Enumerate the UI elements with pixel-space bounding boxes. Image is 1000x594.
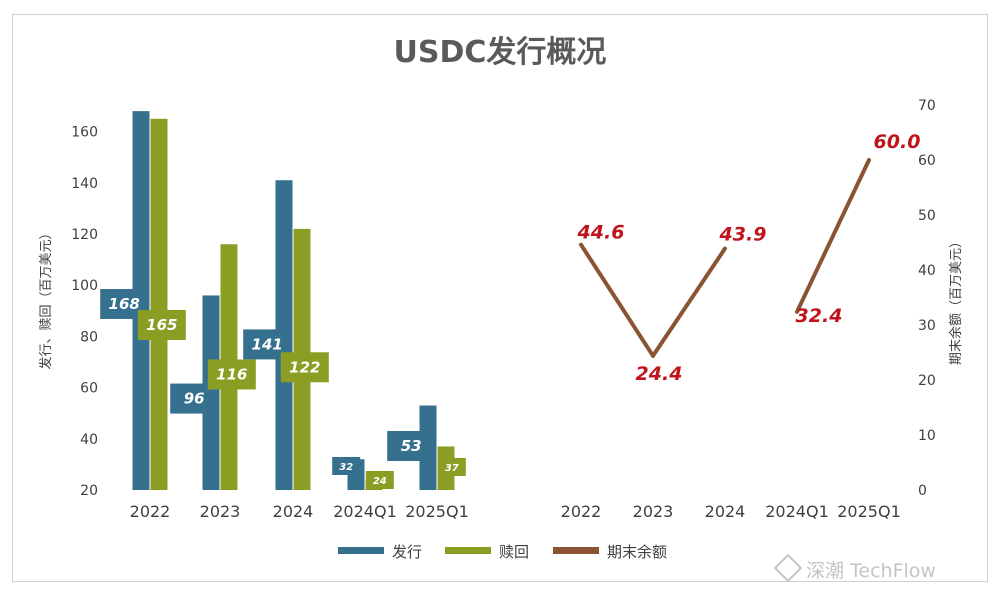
- left-x-tick-label: 2024Q1: [333, 502, 397, 521]
- bar-label-box: [437, 458, 466, 476]
- right-x-tick-label: 2024: [705, 502, 746, 521]
- left-y-tick-label: 120: [71, 227, 98, 243]
- right-y-tick-label: 50: [918, 208, 936, 224]
- line-data-label: 32.4: [796, 305, 843, 327]
- right-y-tick-label: 70: [918, 98, 936, 114]
- watermark: 深潮 TechFlow: [773, 553, 936, 583]
- left-y-tick-label: 40: [80, 432, 98, 448]
- left-x-tick-label: 2025Q1: [405, 502, 469, 521]
- left-x-tick-label: 2022: [130, 502, 171, 521]
- bar-label-box: [207, 359, 256, 390]
- bar-data-label: 165: [146, 316, 177, 334]
- legend-label: 期末余额: [607, 543, 667, 561]
- right-y-tick-label: 40: [918, 263, 936, 279]
- left-y-tick-label: 20: [80, 483, 98, 499]
- bar-label-box: [137, 310, 186, 340]
- legend-swatch-赎回: [445, 547, 491, 554]
- right-x-tick-label: 2023: [633, 502, 674, 521]
- right-y-tick-label: 10: [918, 428, 936, 444]
- line-data-label: 44.6: [577, 222, 625, 244]
- left-y-tick-label: 100: [71, 278, 98, 294]
- bar-data-label: 122: [289, 358, 320, 376]
- bar-data-label: 24: [373, 476, 387, 487]
- right-y-tick-label: 20: [918, 373, 936, 389]
- bar-data-label: 53: [401, 437, 422, 455]
- left-x-tick-label: 2023: [200, 502, 241, 521]
- bar-data-label: 96: [184, 390, 205, 408]
- right-y-tick-label: 0: [918, 483, 927, 499]
- right-y-tick-label: 30: [918, 318, 936, 334]
- line-data-label: 24.4: [636, 363, 683, 385]
- right-y-tick-label: 60: [918, 153, 936, 169]
- line-segment-期末余额: [651, 246, 727, 358]
- left-y-tick-label: 160: [71, 125, 98, 141]
- bar-赎回: [150, 118, 168, 491]
- bar-label-box: [387, 431, 436, 461]
- left-y-tick-label: 80: [80, 329, 98, 345]
- bar-data-label: 116: [216, 365, 247, 383]
- right-x-tick-label: 2024Q1: [765, 502, 829, 521]
- line-segment-期末余额: [795, 158, 871, 314]
- line-data-label: 60.0: [874, 131, 921, 153]
- right-y-axis-label: 期末余额（百万美元）: [948, 235, 964, 365]
- bar-data-label: 37: [445, 463, 459, 474]
- right-x-tick-label: 2022: [561, 502, 602, 521]
- legend-label: 发行: [392, 543, 422, 561]
- legend-swatch-发行: [338, 547, 384, 554]
- bar-data-label: 32: [339, 462, 353, 473]
- right-x-tick-label: 2025Q1: [837, 502, 901, 521]
- bar-data-label: 168: [109, 295, 140, 313]
- line-segment-期末余额: [579, 242, 655, 358]
- line-data-label: 43.9: [719, 224, 767, 246]
- legend-swatch-期末余额: [553, 547, 599, 554]
- watermark-text: 深潮 TechFlow: [806, 560, 936, 582]
- techflow-logo-icon: [773, 553, 803, 583]
- left-y-axis-label: 发行、赎回（百万美元）: [38, 226, 54, 369]
- chart-frame: [12, 14, 988, 582]
- left-y-tick-label: 60: [80, 381, 98, 397]
- chart-title: USDC发行概况: [394, 35, 607, 70]
- left-y-tick-label: 140: [71, 176, 98, 192]
- bar-label-box: [365, 471, 394, 489]
- legend-label: 赎回: [499, 543, 529, 561]
- bar-label-box: [280, 352, 329, 383]
- bar-data-label: 141: [252, 335, 283, 353]
- bar-label-box: [332, 457, 361, 475]
- left-x-tick-label: 2024: [273, 502, 314, 521]
